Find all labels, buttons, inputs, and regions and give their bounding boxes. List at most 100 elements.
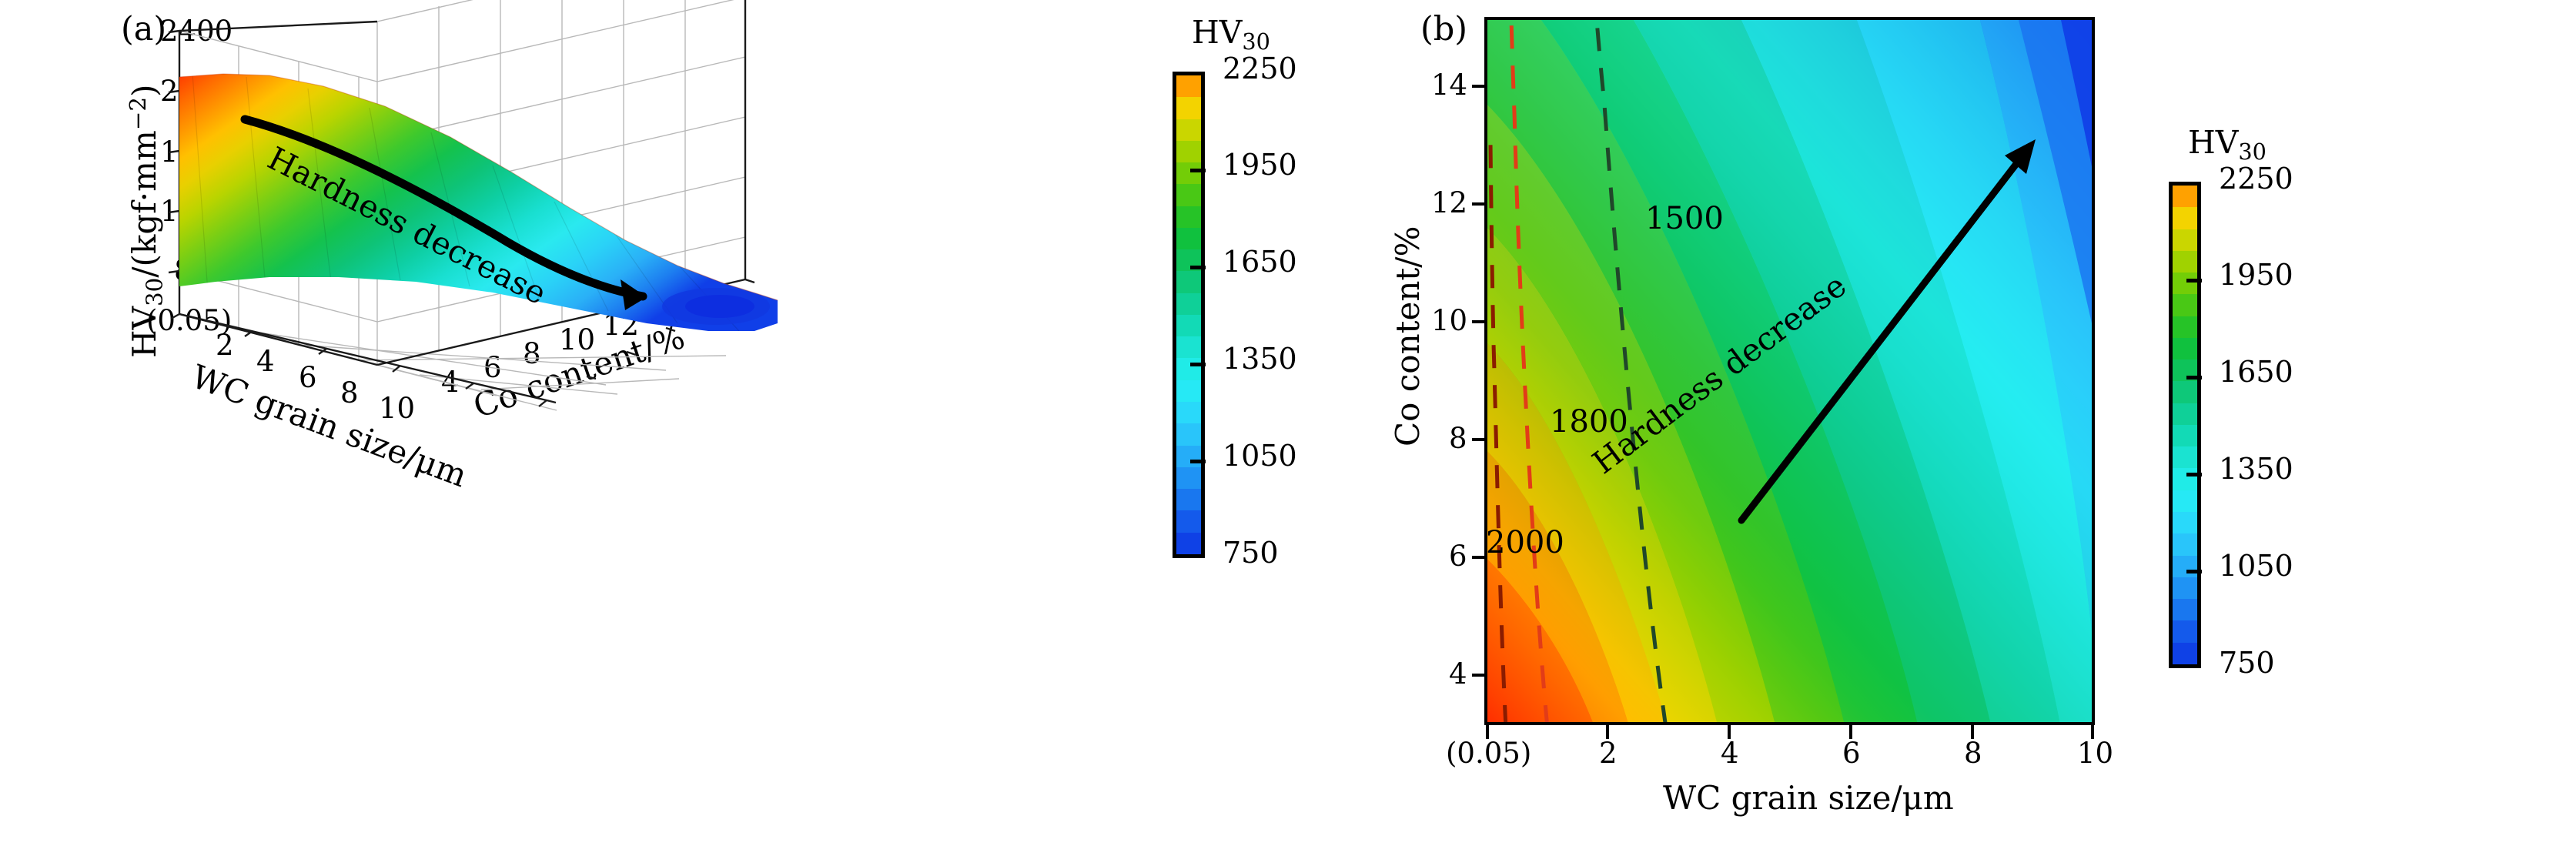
- colorbar-a-tickmark-1350: [1190, 363, 1206, 366]
- colorbar-segment: [1176, 206, 1201, 228]
- colorbar-b-tick-2250: 2250: [2219, 162, 2293, 196]
- panel-a-ytick-4: 4: [441, 366, 460, 399]
- panel-b-ytick-6: 6: [1449, 540, 1467, 573]
- colorbar-a-title: HV30: [1192, 14, 1270, 55]
- colorbar-segment: [1176, 271, 1201, 293]
- colorbar-a-tickmark-1950: [1190, 169, 1206, 172]
- colorbar-segment: [2173, 511, 2197, 534]
- colorbar-b-tickmark-1950: [2186, 279, 2202, 283]
- colorbar-segment: [2173, 207, 2197, 229]
- panel-b-ytickmark-6: [1472, 556, 1486, 559]
- colorbar-segment: [2173, 468, 2197, 490]
- colorbar-a-tick-1650: 1650: [1223, 245, 1297, 279]
- colorbar-a-tick-1950: 1950: [1223, 148, 1297, 182]
- panel-b-xtick-005: (0.05): [1446, 737, 1532, 770]
- panel-a: (a) 2400 2000 1600 1200 800 HV30/(kgf·mm…: [121, 0, 1297, 570]
- colorbar-segment: [1176, 75, 1201, 98]
- colorbar-segment: [2173, 403, 2197, 425]
- colorbar-segment: [2173, 273, 2197, 295]
- panel-b-xtickmark-10: [2091, 725, 2094, 739]
- colorbar-b-tickmark-1050: [2186, 570, 2202, 573]
- colorbar-a-tickmark-1050: [1190, 460, 1206, 463]
- colorbar-segment: [2173, 599, 2197, 621]
- panel-b-xtick-6: 6: [1842, 737, 1861, 770]
- colorbar-segment: [1176, 293, 1201, 315]
- colorbar-segment: [1176, 510, 1201, 533]
- colorbar-a[interactable]: [1173, 72, 1205, 558]
- colorbar-segment: [2173, 381, 2197, 403]
- panel-b-ytick-8: 8: [1449, 422, 1467, 455]
- colorbar-segment: [1176, 489, 1201, 511]
- colorbar-b-tickmark-1650: [2186, 376, 2202, 380]
- colorbar-segment: [1176, 227, 1201, 250]
- colorbar-segment: [2173, 186, 2197, 208]
- colorbar-b[interactable]: [2169, 182, 2201, 668]
- colorbar-segment: [1176, 97, 1201, 119]
- panel-b-ytick-10: 10: [1431, 304, 1468, 337]
- panel-b-xtickmark-2: [1606, 725, 1609, 739]
- colorbar-segment: [2173, 490, 2197, 512]
- panel-b-ytickmark-8: [1472, 438, 1486, 441]
- panel-b-contour-label-2000: 2000: [1486, 525, 1564, 560]
- colorbar-a-tick-2250: 2250: [1223, 52, 1297, 85]
- colorbar-segment: [2173, 337, 2197, 360]
- colorbar-a-tick-1050: 1050: [1223, 439, 1297, 473]
- panel-b-yaxis-label: Co content/%: [1389, 226, 1427, 446]
- panel-b-xtickmark-005: [1486, 725, 1489, 739]
- colorbar-segment: [1176, 314, 1201, 337]
- panel-b-xtickmark-8: [1971, 725, 1974, 739]
- colorbar-b-tick-1950: 1950: [2219, 258, 2293, 292]
- panel-b-xtick-10: 10: [2077, 737, 2114, 770]
- panel-b-ytickmark-4: [1472, 674, 1486, 677]
- panel-b: (b): [1309, 0, 2576, 856]
- panel-a-arrow: [240, 115, 647, 310]
- panel-a-3d-axes: [168, 0, 778, 411]
- panel-b-letter: (b): [1420, 10, 1468, 48]
- colorbar-b-tickmark-1350: [2186, 473, 2202, 476]
- panel-b-contour-label-1500: 1500: [1645, 201, 1724, 236]
- colorbar-segment: [1176, 401, 1201, 424]
- panel-b-contour-lines: [1488, 20, 1668, 722]
- panel-b-xtick-4: 4: [1721, 737, 1739, 770]
- panel-b-xtickmark-6: [1849, 725, 1852, 739]
- colorbar-segment: [2173, 533, 2197, 556]
- panel-b-xaxis-label: WC grain size/μm: [1663, 779, 1954, 817]
- colorbar-segment: [2173, 250, 2197, 273]
- colorbar-segment: [2173, 424, 2197, 447]
- colorbar-segment: [1176, 423, 1201, 446]
- colorbar-segment: [1176, 119, 1201, 141]
- colorbar-segment: [2173, 446, 2197, 469]
- colorbar-segment: [1176, 380, 1201, 402]
- colorbar-b-tick-1050: 1050: [2219, 549, 2293, 583]
- colorbar-segment: [1176, 336, 1201, 359]
- panel-b-ytickmark-10: [1472, 320, 1486, 323]
- panel-b-xtick-8: 8: [1964, 737, 1982, 770]
- colorbar-a-tick-750: 750: [1223, 536, 1279, 570]
- colorbar-segment: [1176, 445, 1201, 467]
- colorbar-b-title: HV30: [2188, 124, 2267, 166]
- panel-a-letter: (a): [121, 10, 167, 48]
- colorbar-segment: [1176, 532, 1201, 554]
- colorbar-b-tick-1650: 1650: [2219, 355, 2293, 389]
- colorbar-segment: [1176, 140, 1201, 163]
- panel-a-xtick-10: 10: [379, 392, 416, 425]
- panel-b-contour-label-1800: 1800: [1550, 404, 1628, 440]
- colorbar-segment: [2173, 294, 2197, 316]
- colorbar-a-tick-1350: 1350: [1223, 342, 1297, 376]
- colorbar-segment: [1176, 358, 1201, 380]
- panel-b-xtickmark-4: [1728, 725, 1731, 739]
- panel-a-surface: [179, 73, 778, 331]
- colorbar-segment: [2173, 642, 2197, 664]
- panel-b-ytickmark-14: [1472, 85, 1486, 88]
- panel-b-ytick-4: 4: [1449, 657, 1467, 690]
- colorbar-b-tick-1350: 1350: [2219, 452, 2293, 486]
- colorbar-segment: [2173, 316, 2197, 338]
- panel-a-xtick-8: 8: [340, 376, 359, 410]
- panel-b-ytickmark-12: [1472, 202, 1486, 206]
- colorbar-b-tick-750: 750: [2219, 646, 2275, 680]
- panel-b-arrow: [1738, 139, 2036, 524]
- colorbar-segment: [1176, 162, 1201, 185]
- panel-b-plot-area[interactable]: [1484, 17, 2095, 725]
- panel-b-ytick-12: 12: [1431, 186, 1468, 219]
